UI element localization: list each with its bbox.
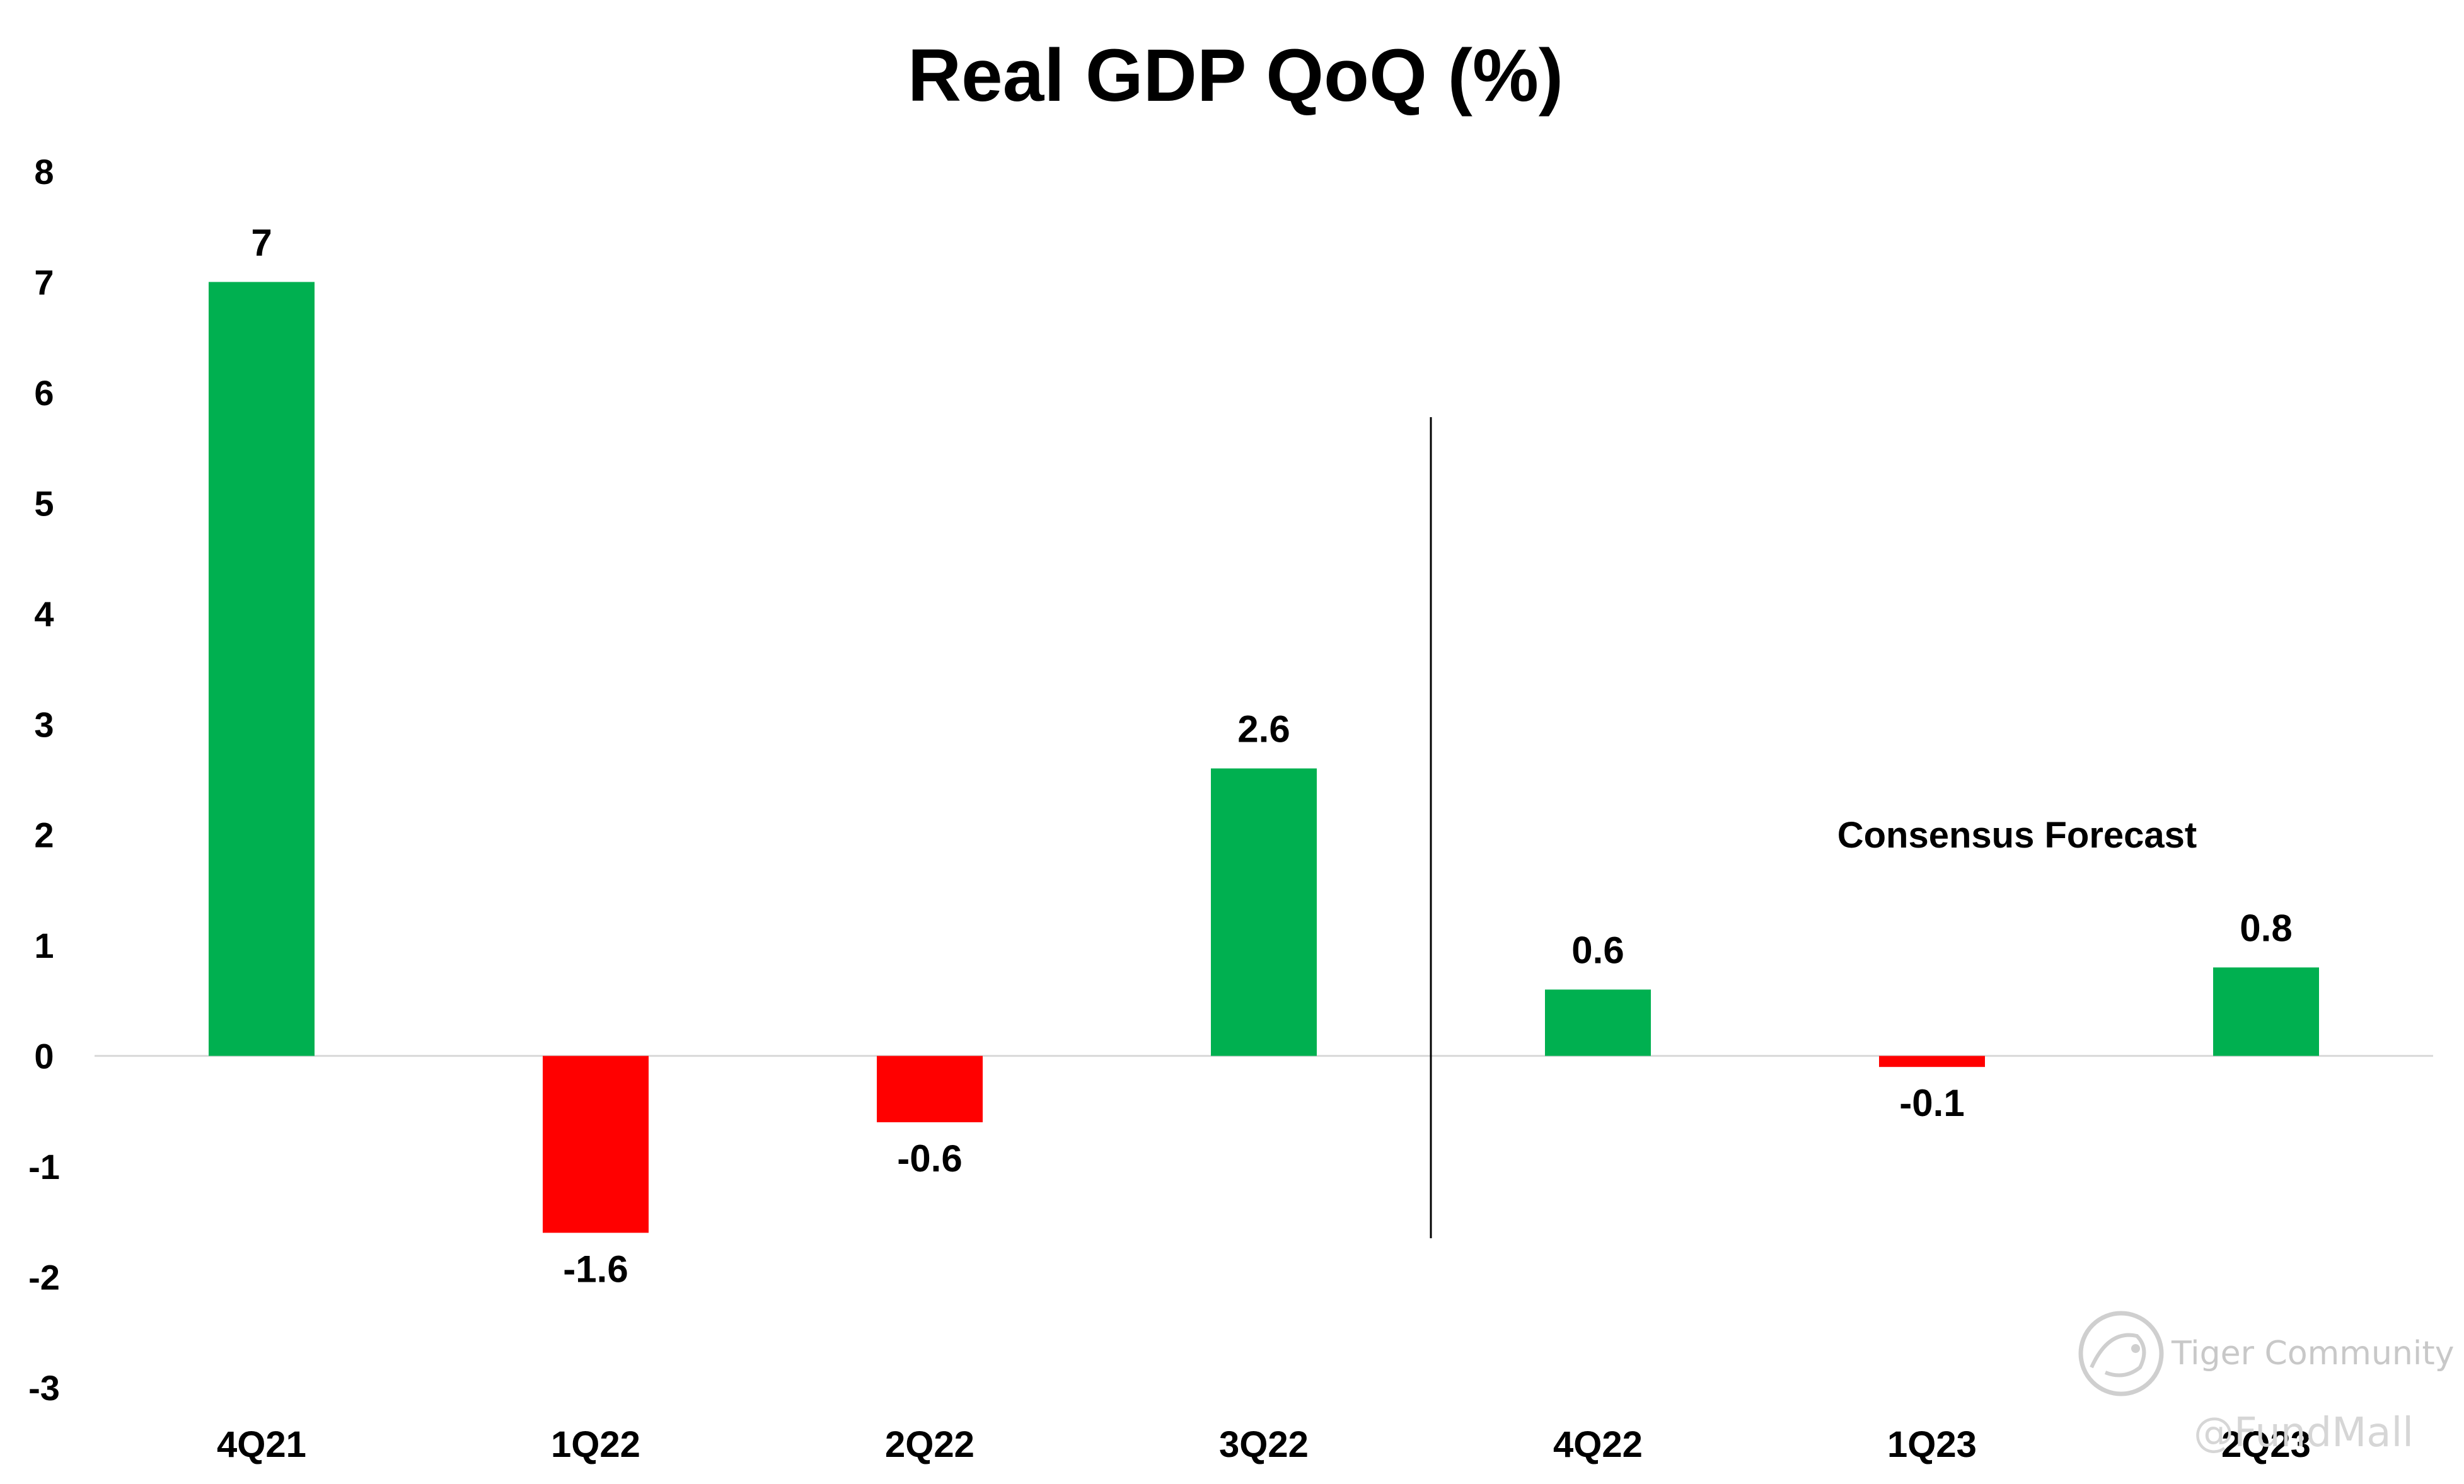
y-tick-label-3: 3	[34, 705, 54, 744]
x-tick-label-4q22: 4Q22	[1553, 1424, 1643, 1465]
bar-2q22	[877, 1055, 983, 1122]
bar-4q22	[1545, 989, 1651, 1056]
chart-title: Real GDP QoQ (%)	[908, 34, 1563, 117]
y-tick-label-2: 2	[34, 815, 54, 855]
watermark-brand: Tiger Community	[2171, 1335, 2454, 1372]
data-labels: 7 -1.6 -0.6 2.6 0.6 -0.1 0.8	[251, 221, 2292, 1290]
bars	[209, 282, 2319, 1233]
x-tick-label-1q22: 1Q22	[551, 1424, 640, 1465]
tiger-logo-icon	[2078, 1311, 2164, 1396]
x-axis: 4Q21 1Q22 2Q22 3Q22 4Q22 1Q23 2Q23	[217, 1424, 2311, 1465]
bar-2q23	[2213, 967, 2319, 1056]
x-tick-label-2q22: 2Q22	[885, 1424, 975, 1465]
y-tick-label-8: 8	[34, 152, 54, 192]
y-tick-label-1: 1	[34, 926, 54, 965]
data-label-4q22: 0.6	[1571, 929, 1624, 971]
x-tick-label-1q23: 1Q23	[1887, 1424, 1977, 1465]
y-tick-label--2: -2	[28, 1258, 60, 1297]
y-axis: 8 7 6 5 4 3 2 1 0 -1 -2 -3	[28, 152, 60, 1408]
data-label-3q22: 2.6	[1237, 708, 1290, 750]
watermark-handle: @FundMall	[2194, 1410, 2414, 1456]
y-tick-label-7: 7	[34, 262, 54, 302]
data-label-2q22: -0.6	[897, 1137, 962, 1180]
data-label-2q23: 0.8	[2240, 907, 2292, 949]
data-label-1q23: -0.1	[1899, 1082, 1964, 1124]
y-tick-label-5: 5	[34, 483, 54, 523]
watermark: Tiger Community @FundMall	[2078, 1311, 2454, 1456]
bar-1q22	[543, 1055, 649, 1233]
y-tick-label-6: 6	[34, 373, 54, 413]
data-label-1q22: -1.6	[563, 1248, 628, 1290]
x-tick-label-3q22: 3Q22	[1219, 1424, 1309, 1465]
bar-1q23	[1879, 1055, 1985, 1067]
y-tick-label--3: -3	[28, 1368, 60, 1408]
bar-4q21	[209, 282, 315, 1056]
y-tick-label--1: -1	[28, 1147, 60, 1187]
data-label-4q21: 7	[251, 221, 272, 263]
consensus-forecast-annotation: Consensus Forecast	[1837, 815, 2197, 856]
x-tick-label-2q23: 2Q23	[2221, 1424, 2311, 1465]
x-tick-label-4q21: 4Q21	[217, 1424, 306, 1465]
y-tick-label-0: 0	[34, 1037, 54, 1076]
bar-3q22	[1211, 768, 1317, 1056]
y-tick-label-4: 4	[34, 594, 54, 634]
